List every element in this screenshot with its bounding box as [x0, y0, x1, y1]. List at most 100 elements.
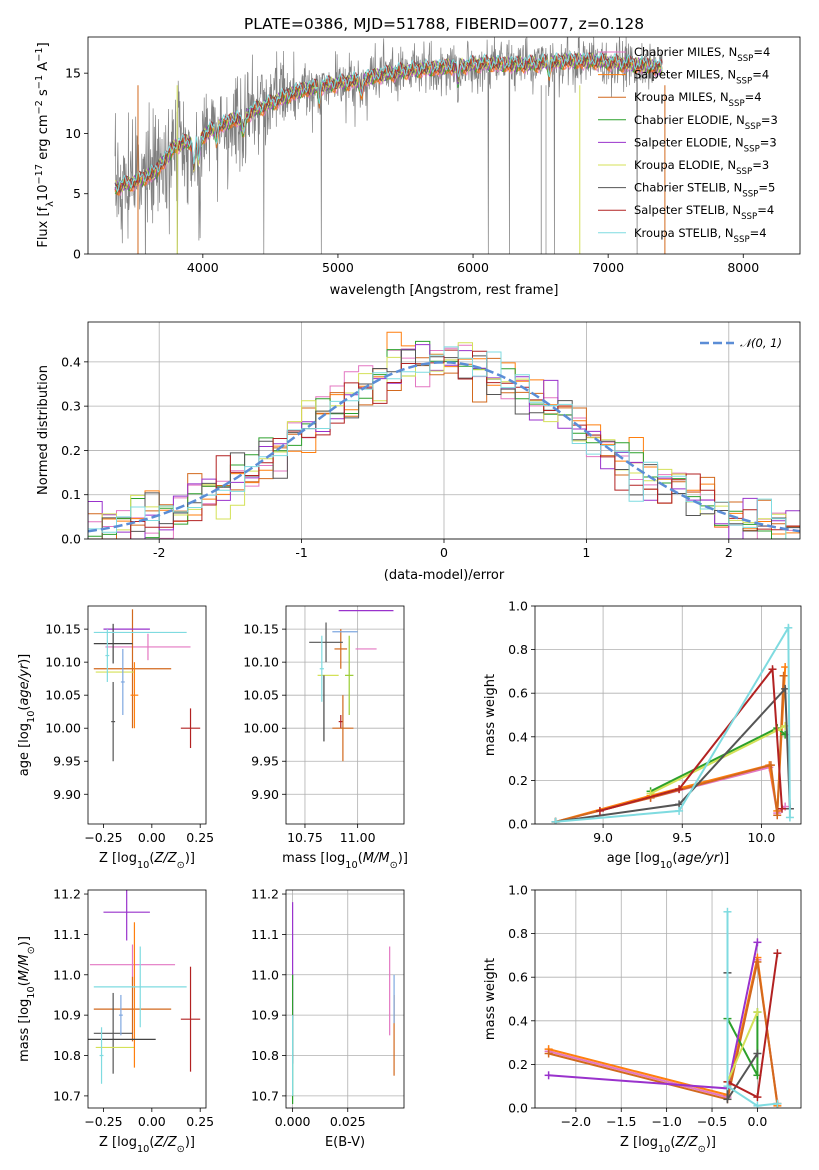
x-tick-label: 2: [725, 545, 733, 560]
errorbar-point: [93, 623, 133, 664]
x-tick-label: −1.5: [606, 1114, 636, 1129]
x-axis-label: age [log10(age/yr)]: [607, 851, 730, 871]
errorbar-point: [332, 695, 354, 762]
x-tick-label: 0: [440, 545, 448, 560]
errorbar-point: [338, 715, 343, 729]
series-marker: [551, 817, 560, 824]
y-axis-label: Flux [fλ10−17 erg cm−2 s−1 A−1]: [34, 42, 56, 247]
x-tick-label: 0.00: [138, 1114, 166, 1129]
y-tick-label: 10.10: [45, 655, 81, 670]
legend-residuals: 𝒩(0, 1): [700, 336, 782, 350]
legend-label: Chabrier MILES, NSSP=4: [634, 45, 770, 64]
y-axis-label: mass weight: [483, 958, 498, 1040]
plot-area-residuals: [88, 331, 800, 539]
model-spectrum-6: [114, 51, 663, 194]
y-tick-label: 10.05: [243, 688, 279, 703]
series-marker: [753, 957, 762, 966]
series-marker: [779, 671, 788, 680]
x-tick-label: 0.025: [330, 1114, 366, 1129]
x-tick-label: 5000: [322, 260, 354, 275]
errorbar-point: [105, 633, 191, 661]
x-tick-label: −0.25: [84, 1114, 122, 1129]
y-tick-label: 10.8: [251, 1048, 279, 1063]
y-tick-label: 1.0: [508, 599, 528, 614]
series-marker: [723, 1082, 732, 1091]
series-marker: [595, 806, 604, 815]
x-tick-label: -2: [153, 545, 165, 560]
x-tick-label: -1: [295, 545, 307, 560]
plot-area-mass-weight-vs-Z: [544, 907, 782, 1108]
x-tick-label: 9.0: [593, 830, 613, 845]
errorbar-point: [345, 635, 354, 715]
y-tick-label: 11.1: [53, 927, 81, 942]
axes-age-vs-mass: 10.75 11.00 9.90 9.95 10.00 10.05 10.10 10.15 ma…: [243, 605, 408, 871]
axes-age-vs-Z: −0.25 0.00 0.25 9.90 9.95 10.00 10.05 10.10 10.1…: [17, 605, 214, 871]
x-tick-label: 11.00: [340, 830, 376, 845]
y-tick-label: 10.10: [243, 655, 279, 670]
series-marker: [544, 1071, 553, 1080]
errorbar-point: [180, 966, 201, 1072]
series-marker: [785, 813, 794, 822]
y-tick-label: 9.95: [53, 754, 81, 769]
y-tick-label: 10.05: [45, 688, 81, 703]
errorbar-point: [93, 992, 133, 1074]
x-tick-label: −0.25: [84, 830, 122, 845]
axes-frame: [534, 605, 802, 825]
x-tick-label: 0.25: [186, 830, 214, 845]
y-axis-label: Normed distribution: [36, 365, 51, 495]
axes-mass-weight-vs-age: 9.0 9.5 10.0 0.0 0.2 0.4 0.6 0.8 1.0 age [log10(a…: [483, 599, 802, 871]
x-tick-label: 1: [582, 545, 590, 560]
y-axis-label: mass [log10(M/M⊙)]: [17, 936, 37, 1062]
series-marker: [784, 623, 793, 632]
histogram-series-5: [88, 342, 800, 539]
x-tick-label: −2.0: [561, 1114, 591, 1129]
y-tick-label: 11.2: [251, 887, 279, 902]
legend-label: Salpeter ELODIE, NSSP=3: [634, 135, 777, 154]
errorbar-point: [319, 635, 324, 702]
x-tick-label: 7000: [592, 260, 624, 275]
errorbar-point: [111, 681, 116, 762]
mass-weight-series-6: [599, 666, 783, 812]
series-marker: [675, 806, 684, 815]
model-spectrum-8: [114, 51, 663, 193]
series-marker: [675, 785, 684, 794]
axes-frame: [285, 889, 405, 1109]
axes-frame: [87, 889, 207, 1109]
axes-spectrum: 4000 5000 6000 7000 8000 0 5 10 15 Chabrier MILES…: [34, 36, 801, 298]
axes-mass-vs-ebv: 0.000 0.025 10.7 10.8 10.9 11.0 11.1 11.2 E(B-V): [251, 887, 405, 1150]
legend-label: Kroupa MILES, NSSP=4: [634, 90, 762, 109]
y-tick-label: 0.8: [508, 926, 528, 941]
x-tick-label: 0.00: [138, 830, 166, 845]
errorbar-point: [120, 648, 125, 715]
y-tick-label: 0.1: [61, 487, 81, 502]
plot-area-mass-weight-vs-age: [551, 623, 794, 824]
errorbar-point: [93, 976, 172, 1042]
y-tick-label: 1.0: [508, 883, 528, 898]
y-tick-label: 0.8: [508, 642, 528, 657]
y-tick-label: 15: [65, 66, 81, 81]
y-axis-label: mass weight: [483, 674, 498, 756]
series-marker: [753, 1008, 762, 1017]
mass-weight-series-7: [555, 624, 791, 823]
errorbar-point: [180, 708, 201, 749]
y-tick-label: 10.00: [45, 721, 81, 736]
y-tick-label: 0.0: [61, 532, 81, 547]
y-tick-label: 9.90: [53, 787, 81, 802]
y-tick-label: 0.6: [508, 686, 528, 701]
errorbar-point: [118, 994, 123, 1036]
x-axis-label: E(B-V): [325, 1135, 365, 1150]
y-tick-label: 0.2: [508, 773, 528, 788]
y-tick-label: 10.9: [53, 1008, 81, 1023]
mass-weight-series-4: [548, 942, 759, 1090]
y-tick-label: 10.15: [45, 622, 81, 637]
x-tick-label: 9.5: [672, 830, 692, 845]
mass-weight-series-8: [726, 911, 778, 1107]
plot-area-age-vs-Z: [93, 609, 201, 762]
series-marker: [753, 938, 762, 947]
series-marker: [773, 811, 782, 820]
axes-frame: [87, 36, 801, 255]
x-axis-label: Z [log10(Z/Z⊙)]: [99, 851, 195, 871]
y-tick-label: 0.0: [508, 817, 528, 832]
errorbar-point: [309, 622, 343, 663]
x-axis-label: mass [log10(M/M⊙)]: [282, 851, 408, 871]
